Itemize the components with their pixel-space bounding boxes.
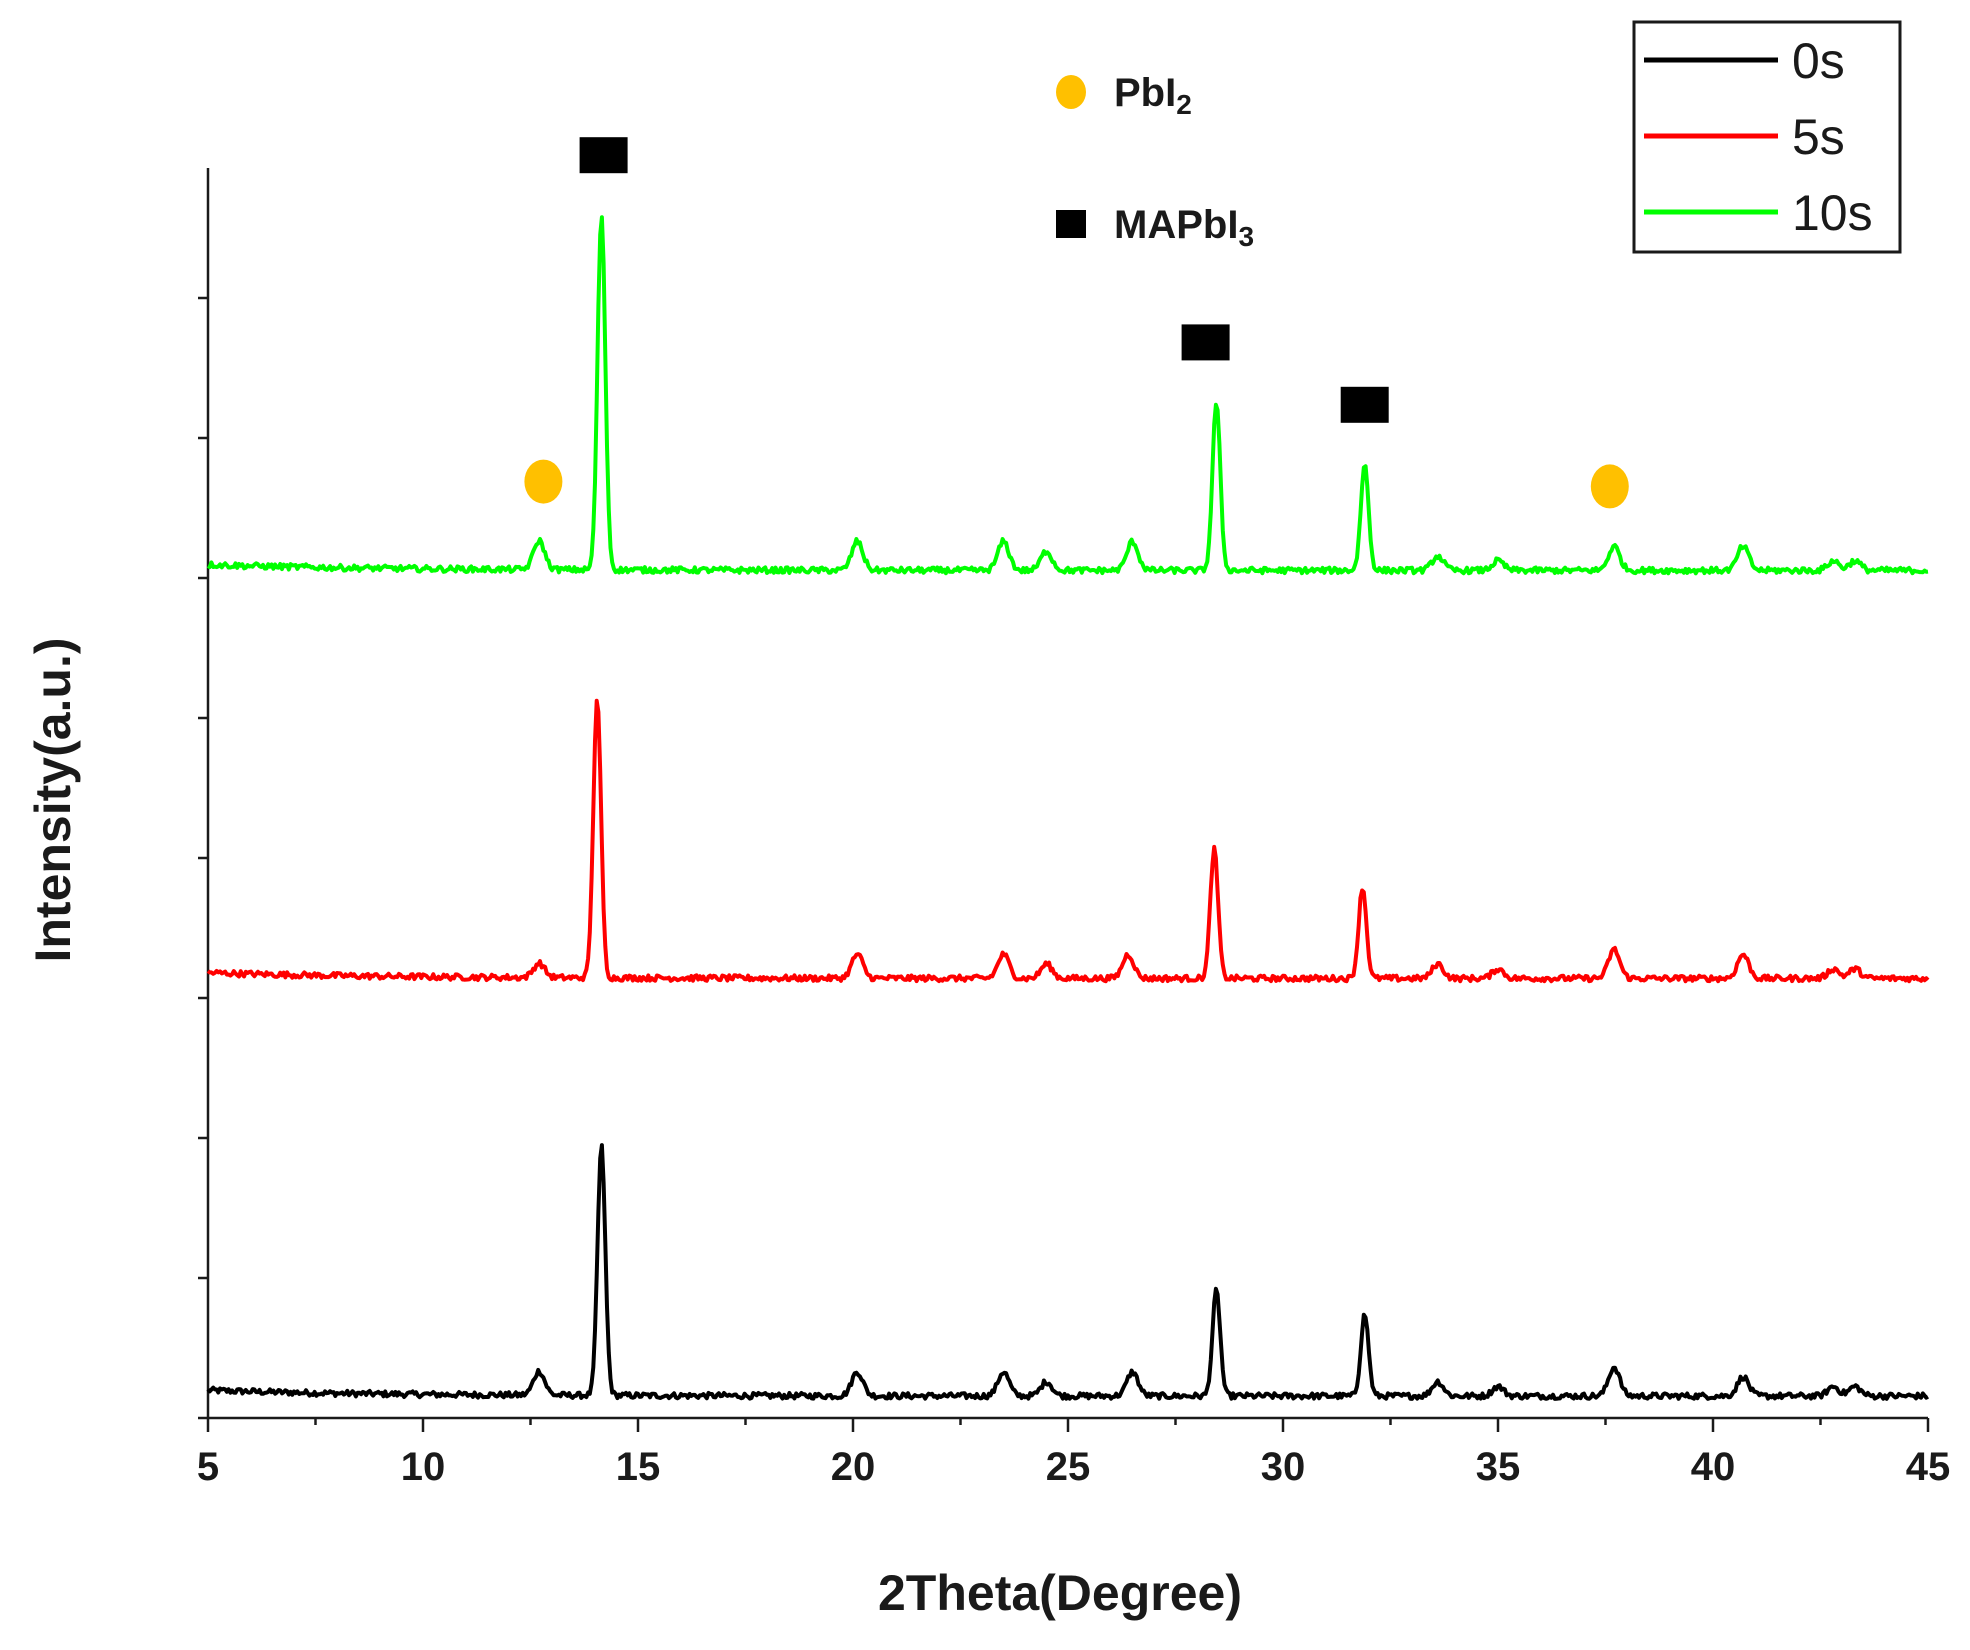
x-ticks: 5 10 15 20 25 30 35 40 45 — [197, 1418, 1950, 1489]
x-tick-label: 15 — [616, 1445, 661, 1489]
legend-label: 10s — [1792, 185, 1873, 241]
x-tick-label: 30 — [1261, 1445, 1306, 1489]
legend-label: 5s — [1792, 109, 1845, 165]
peak-markers — [524, 137, 1629, 509]
x-tick-label: 40 — [1691, 1445, 1736, 1489]
phase-legend-label: MAPbI3 — [1114, 203, 1254, 252]
pbi2-peak-marker — [1590, 464, 1629, 509]
legend-label: 0s — [1792, 33, 1845, 89]
y-axis-title: Intensity(a.u.) — [25, 637, 81, 962]
x-tick-label: 25 — [1046, 1445, 1091, 1489]
legend: 0s 5s 10s — [1632, 20, 1902, 254]
series-line-10s — [206, 215, 1929, 576]
axes: 5 10 15 20 25 30 35 40 45 — [197, 168, 1950, 1489]
mapbi3-peak-marker — [579, 137, 628, 174]
phase-legend-square-icon — [1056, 210, 1086, 238]
phase-legend: PbI2 MAPbI3 — [1056, 71, 1254, 252]
x-tick-label: 45 — [1906, 1445, 1951, 1489]
x-tick-label: 20 — [831, 1445, 876, 1489]
phase-legend-label: PbI2 — [1114, 71, 1192, 120]
series-layer — [206, 215, 1930, 1401]
x-tick-label: 35 — [1476, 1445, 1521, 1489]
x-tick-label: 10 — [401, 1445, 446, 1489]
x-tick-label: 5 — [197, 1445, 219, 1489]
y-ticks — [198, 296, 208, 1420]
series-line-5s — [206, 698, 1930, 984]
x-axis-title: 2Theta(Degree) — [878, 1565, 1242, 1621]
mapbi3-peak-marker — [1340, 386, 1389, 423]
series-line-0s — [206, 1143, 1930, 1401]
mapbi3-peak-marker — [1181, 324, 1230, 361]
pbi2-peak-marker — [524, 459, 563, 504]
phase-legend-circle-icon — [1056, 75, 1086, 109]
